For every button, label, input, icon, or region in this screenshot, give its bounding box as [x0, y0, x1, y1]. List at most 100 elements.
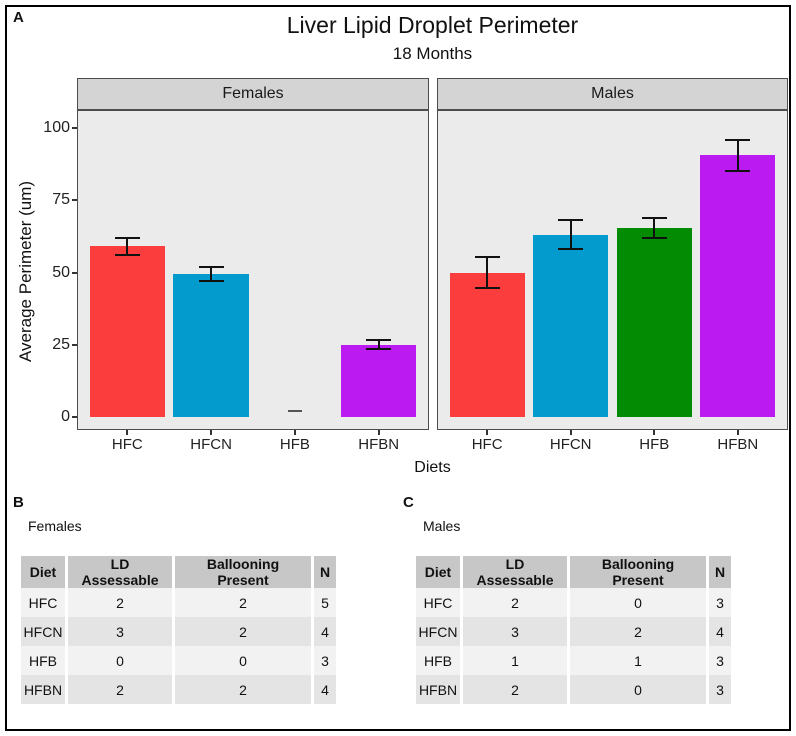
table-cell: 2 [68, 588, 172, 617]
bar-hfc-females [89, 246, 165, 417]
table-cell: 0 [570, 675, 706, 704]
error-bar-hfc-females [126, 237, 129, 256]
x-tick-mark-hfbn-males [736, 430, 739, 435]
bar-hfbn-females [341, 344, 417, 417]
error-bar-hfc-males [486, 256, 489, 289]
x-category-label-hfcn-females: HFCN [190, 436, 232, 453]
table-header-diet: Diet [21, 556, 65, 588]
table-cell: 1 [463, 646, 567, 675]
chart-subtitle: 18 Months [392, 44, 473, 63]
females-table-caption: Females [28, 518, 82, 534]
y-tick-label-0: 0 [61, 408, 70, 425]
x-tick-mark-hfc-males [486, 430, 489, 435]
table-cell: 4 [314, 675, 337, 704]
table-row-males-hfb: HFB 1 1 3 [416, 646, 732, 675]
error-cap-top-hfcn-females [198, 265, 224, 268]
table-header-ld-assessable: LD Assessable [68, 556, 172, 588]
table-header-ballooning-present: Ballooning Present [175, 556, 311, 588]
table-cell: 3 [709, 588, 732, 617]
error-cap-bottom-hfc-males [474, 287, 500, 290]
y-tick-mark-25 [72, 343, 77, 346]
figure-border [5, 5, 791, 731]
panel-a-label: A [13, 9, 24, 26]
bar-hfcn-females [173, 273, 249, 417]
table-row-females-hfcn: HFCN 3 2 4 [21, 617, 337, 646]
table-row-males-hfc: HFC 2 0 3 [416, 588, 732, 617]
error-cap-top-hfcn-males [558, 219, 584, 222]
table-row-males-hfbn: HFBN 2 0 3 [416, 675, 732, 704]
females-table: Diet LD Assessable Ballooning Present N HFC… [18, 556, 339, 704]
table-row-females-hfc: HFC 2 2 5 [21, 588, 337, 617]
table-cell: 1 [570, 646, 706, 675]
bar-hfbn-males [700, 155, 776, 417]
error-cap-bottom-hfb-males [641, 236, 667, 239]
x-category-label-hfbn-females: HFBN [358, 436, 400, 453]
table-cell: 3 [314, 646, 337, 675]
y-tick-label-50: 50 [52, 263, 70, 281]
table-cell: 3 [709, 675, 732, 704]
error-cap-top-hfc-males [474, 255, 500, 258]
error-cap-bottom-hfcn-females [198, 280, 224, 283]
table-header-ballooning-present: Ballooning Present [570, 556, 706, 588]
x-tick-mark-hfcn-females [210, 430, 213, 435]
error-bar-hfbn-females [377, 340, 380, 350]
error-bar-hfcn-males [569, 220, 572, 250]
chart-title: Liver Lipid Droplet Perimeter [286, 12, 579, 38]
y-tick-mark-0 [72, 416, 77, 418]
facet-strip-males: Males [437, 78, 788, 110]
table-header-n: N [709, 556, 732, 588]
table-cell: 2 [463, 675, 567, 704]
panel-b-label: B [13, 494, 24, 511]
table-cell: 2 [175, 675, 311, 704]
table-row-females-hfbn: HFBN 2 2 4 [21, 675, 337, 704]
table-cell: HFC [416, 588, 460, 617]
panel-c-label: C [403, 494, 414, 511]
bar-hfc-males [449, 272, 525, 417]
table-cell: 3 [709, 646, 732, 675]
x-category-label-hfc-males: HFC [471, 436, 503, 453]
table-row-females-hfb: HFB 0 0 3 [21, 646, 337, 675]
table-cell: 2 [68, 675, 172, 704]
x-tick-mark-hfb-males [653, 430, 656, 435]
zero-marker-hfb-females [287, 410, 302, 412]
table-cell: HFB [416, 646, 460, 675]
error-cap-top-hfbn-females [366, 339, 392, 342]
y-tick-mark-100 [72, 127, 77, 129]
error-cap-top-hfbn-males [725, 138, 751, 141]
bar-hfcn-males [533, 234, 609, 417]
error-cap-bottom-hfc-females [114, 254, 140, 257]
error-cap-top-hfc-females [114, 236, 140, 239]
error-cap-bottom-hfbn-females [366, 348, 392, 351]
bar-hfb-males [616, 227, 692, 417]
error-bar-hfb-males [653, 217, 656, 238]
y-tick-label-75: 75 [52, 191, 70, 209]
males-table-caption: Males [423, 518, 461, 534]
table-cell: 2 [175, 588, 311, 617]
x-tick-mark-hfbn-females [377, 430, 380, 435]
y-tick-label-100: 100 [43, 119, 70, 136]
error-bar-hfbn-males [736, 139, 739, 172]
table-cell: HFBN [21, 675, 65, 704]
x-tick-mark-hfcn-males [569, 430, 572, 435]
error-cap-top-hfb-males [641, 216, 667, 219]
table-cell: 0 [175, 646, 311, 675]
table-cell: 5 [314, 588, 337, 617]
error-cap-bottom-hfbn-males [725, 170, 751, 173]
table-cell: HFB [21, 646, 65, 675]
table-cell: HFCN [21, 617, 65, 646]
table-header-n: N [314, 556, 337, 588]
x-tick-mark-hfb-females [293, 430, 296, 435]
x-category-label-hfc-females: HFC [111, 436, 143, 453]
table-cell: 2 [463, 588, 567, 617]
y-tick-mark-50 [72, 271, 77, 274]
x-category-label-hfbn-males: HFBN [717, 436, 759, 453]
facet-strip-females: Females [77, 78, 429, 110]
error-cap-bottom-hfcn-males [558, 248, 584, 251]
error-bar-hfcn-females [210, 266, 213, 282]
x-category-label-hfb-females: HFB [279, 436, 310, 453]
table-cell: 3 [68, 617, 172, 646]
table-cell: HFCN [416, 617, 460, 646]
x-category-label-hfb-males: HFB [639, 436, 670, 453]
table-cell: 2 [570, 617, 706, 646]
